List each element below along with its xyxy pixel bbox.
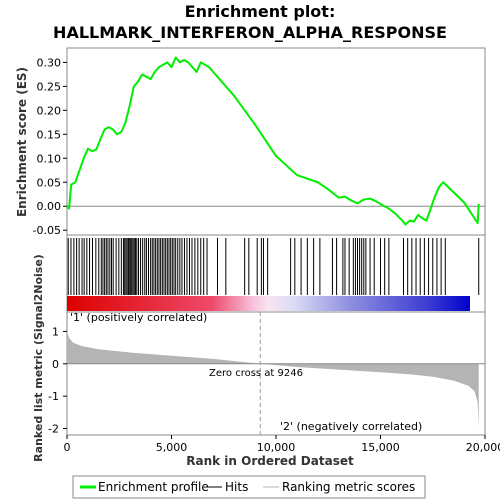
es-y-tick-label: 0.00	[37, 200, 62, 213]
es-y-ticks: 0.30 0.25 0.20 0.15 0.10 0.05 0.00 -0.05	[33, 56, 67, 237]
enrichment-profile-line	[66, 56, 480, 226]
metric-area	[67, 331, 485, 429]
metric-y-tick-label: -1	[48, 390, 59, 403]
pos-correlated-label: '1' (positively correlated)	[70, 311, 207, 324]
es-y-tick-label: 0.10	[37, 152, 62, 165]
x-tick-label: 10,000	[257, 441, 296, 454]
es-y-axis-label: Enrichment score (ES)	[15, 67, 29, 217]
chart-title-line1: Enrichment plot:	[185, 2, 336, 21]
legend-hits-label: Hits	[225, 480, 248, 494]
hit-lines	[67, 238, 480, 295]
es-panel-frame	[66, 47, 486, 236]
es-y-tick-label: 0.25	[37, 80, 62, 93]
x-tick-label: 5,000	[156, 441, 188, 454]
x-tick-label: 0	[64, 441, 71, 454]
chart-title-line2: HALLMARK_INTERFERON_ALPHA_RESPONSE	[53, 23, 447, 42]
metric-y-tick-label: 1	[52, 325, 59, 338]
rank-color-bar	[67, 296, 470, 311]
legend: Enrichment profile Hits Ranking metric s…	[72, 475, 426, 499]
x-ticks: 0 5,000 10,000 15,000 20,000	[64, 435, 500, 454]
es-y-tick-label: 0.30	[37, 56, 62, 69]
es-y-tick-label: 0.05	[37, 176, 62, 189]
legend-enrichment-label: Enrichment profile	[98, 480, 209, 494]
x-tick-label: 15,000	[361, 441, 400, 454]
legend-metric-label: Ranking metric scores	[282, 480, 415, 494]
x-axis-label: Rank in Ordered Dataset	[186, 454, 354, 468]
metric-y-tick-label: 0	[52, 358, 59, 371]
metric-fill	[67, 331, 479, 429]
metric-y-ticks: 1 0 -1 -2	[48, 325, 67, 436]
enrichment-profile-series	[66, 56, 480, 226]
es-y-tick-label: 0.20	[37, 104, 62, 117]
x-tick-label: 20,000	[466, 441, 500, 454]
metric-y-tick-label: -2	[48, 423, 59, 436]
legend-frame	[72, 475, 426, 499]
metric-y-axis-label: Ranked list metric (Signal2Noise)	[32, 254, 45, 462]
neg-correlated-label: '2' (negatively correlated)	[280, 420, 422, 433]
zero-cross-label: Zero cross at 9246	[209, 368, 303, 379]
es-y-tick-label: -0.05	[33, 224, 61, 237]
es-y-tick-label: 0.15	[37, 128, 62, 141]
